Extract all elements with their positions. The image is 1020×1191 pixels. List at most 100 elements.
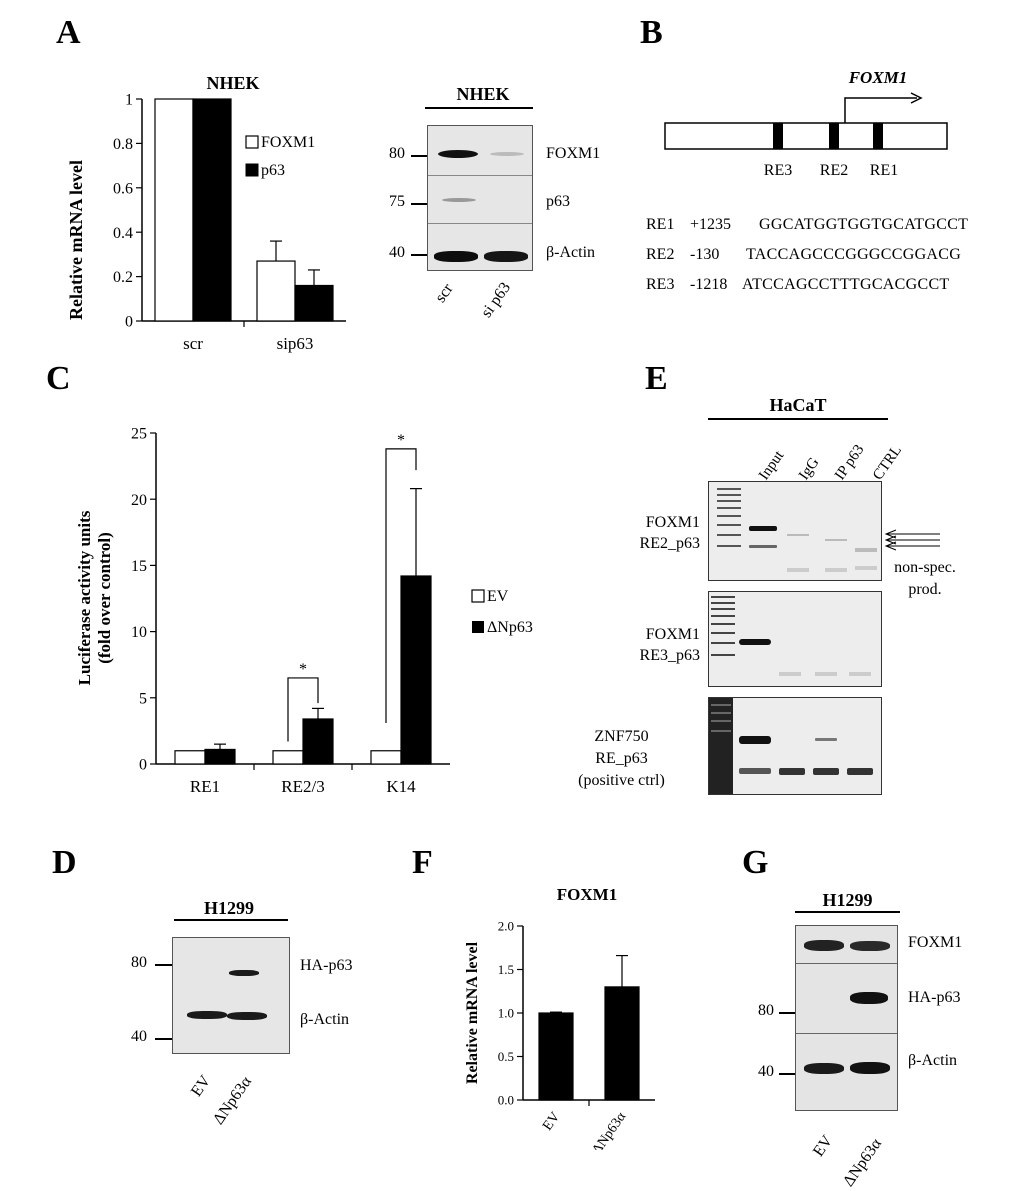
band-actin-sip63 [484, 251, 528, 262]
marker-40: 40 [389, 244, 405, 261]
gel-foxm1-re3 [708, 591, 882, 687]
sequence-list: RE1 +1235 GGCATGGTGGTGCATGCCT RE2 -130 T… [646, 216, 1006, 306]
element-label-re1: RE1 [870, 162, 898, 179]
blot-d [172, 937, 290, 1054]
chart-f: FOXM1 Relative mRNA level 0.0 0.5 1.0 1.5 2.… [464, 885, 655, 1150]
sequence-name: RE2 [646, 246, 675, 263]
chip-row-label: FOXM1 RE3_p63 [600, 624, 700, 666]
band-p63-scr [442, 198, 476, 202]
sequence-name: RE3 [646, 276, 675, 293]
band-actin-ev [187, 1011, 227, 1019]
band-foxm1-sip63 [490, 152, 524, 156]
chip-row-label: FOXM1 RE2_p63 [600, 512, 700, 554]
marker-tick [779, 1073, 795, 1075]
marker-80: 80 [758, 1002, 774, 1019]
marker-tick [411, 203, 427, 205]
legend-swatch-foxm1 [245, 135, 259, 149]
y-tick-label: 1 [125, 92, 133, 109]
band-label-p63: p63 [546, 193, 570, 210]
band-actin-ev [804, 1063, 844, 1074]
chart-a: NHEK Relative mRNA level 0 0.2 0.4 0.6 0.8 1 s… [66, 73, 346, 353]
y-tick-label: 0.0 [498, 1093, 514, 1108]
chart-title: NHEK [206, 73, 259, 93]
y-axis-label-line2: (fold over control) [95, 532, 114, 664]
y-axis-label-line1: Luciferase activity units [75, 510, 94, 685]
chip-title-line [708, 418, 888, 420]
bar [400, 575, 432, 765]
y-tick-label: 15 [131, 558, 147, 575]
marker-80: 80 [131, 954, 147, 971]
sequence-row: RE2 -130 TACCAGCCCGGGCCGGACG [646, 246, 1006, 276]
marker-tick [411, 155, 427, 157]
band-label-ha-p63: HA-p63 [908, 989, 961, 1006]
row-label-line: RE_p63 [595, 750, 648, 767]
y-axis-label: Relative mRNA level [66, 160, 86, 320]
chip-title: HaCaT [769, 395, 827, 415]
blot-g-title-line [795, 911, 900, 913]
legend-label-dnp63: ΔNp63 [487, 619, 533, 636]
y-tick-label: 0.2 [113, 269, 133, 286]
gene-name: FOXM1 [848, 68, 908, 87]
marker-tick [155, 1038, 172, 1040]
panel-letter-d: D [52, 844, 77, 881]
marker-80: 80 [389, 145, 405, 162]
lane-label-ev: EV [188, 1072, 215, 1100]
band-foxm1-dnp63 [850, 941, 890, 951]
blot-g [795, 925, 898, 1111]
y-tick-label: 0.4 [113, 225, 133, 242]
tss-arrow [844, 97, 917, 123]
sequence-seq: TACCAGCCCGGGCCGGACG [746, 246, 962, 263]
legend-label-p63: p63 [261, 162, 285, 179]
significance-star: * [299, 661, 307, 678]
element-label-re3: RE3 [764, 162, 792, 179]
row-label-line: ZNF750 [594, 728, 649, 745]
band-foxm1-ev [804, 940, 844, 951]
marker-tick [779, 1012, 795, 1014]
panel-letter-e: E [645, 360, 668, 397]
sequence-pos: +1235 [690, 216, 732, 233]
marker-tick [411, 254, 427, 256]
bar [370, 750, 402, 765]
bar [256, 260, 296, 322]
band-label-actin: β-Actin [546, 244, 596, 261]
y-tick-label: 0 [139, 757, 147, 774]
bar [272, 750, 304, 765]
legend-label-ev: EV [487, 588, 509, 605]
x-tick-label: RE2/3 [281, 777, 324, 796]
panel-letter-c: C [46, 360, 71, 397]
blot-d-title-line [174, 919, 288, 921]
legend-swatch-p63 [245, 163, 259, 177]
sequence-name: RE1 [646, 216, 675, 233]
legend-label-foxm1: FOXM1 [261, 134, 315, 151]
element-re3 [773, 123, 783, 149]
lane-label-igg: IgG [796, 454, 823, 484]
x-tick-label: EV [540, 1110, 563, 1134]
y-tick-label: 0.5 [498, 1049, 514, 1064]
non-specific-label: non-spec. prod. [880, 557, 970, 601]
y-tick-label: 5 [139, 690, 147, 707]
marker-75: 75 [389, 193, 405, 210]
chart-c: Luciferase activity units (fold over con… [75, 426, 533, 796]
element-re1 [873, 123, 883, 149]
band-foxm1-scr [438, 150, 478, 158]
lane-label-ctrl: CTRL [870, 442, 906, 484]
y-tick-label: 0 [125, 314, 133, 331]
chip-row-label: ZNF750 RE_p63 (positive ctrl) [560, 726, 683, 792]
band-label-actin: β-Actin [300, 1011, 350, 1028]
band-actin-dnp63 [850, 1062, 890, 1074]
y-tick-label: 0.6 [113, 180, 133, 197]
bar [174, 750, 206, 765]
row-label-line: FOXM1 [645, 626, 700, 643]
y-tick-label: 1.5 [498, 962, 514, 977]
tss-arrow-head [910, 92, 923, 104]
lane-label-input: Input [756, 448, 788, 484]
bar [154, 98, 194, 322]
lane-label-ev: EV [810, 1132, 837, 1160]
note-line: non-spec. [894, 559, 956, 576]
legend-swatch-dnp63 [472, 621, 484, 633]
row-label-line: (positive ctrl) [578, 772, 665, 789]
y-tick-label: 25 [131, 426, 147, 443]
row-label-line: RE3_p63 [639, 647, 700, 664]
legend: FOXM1 p63 [245, 134, 315, 179]
band-input [739, 639, 771, 645]
